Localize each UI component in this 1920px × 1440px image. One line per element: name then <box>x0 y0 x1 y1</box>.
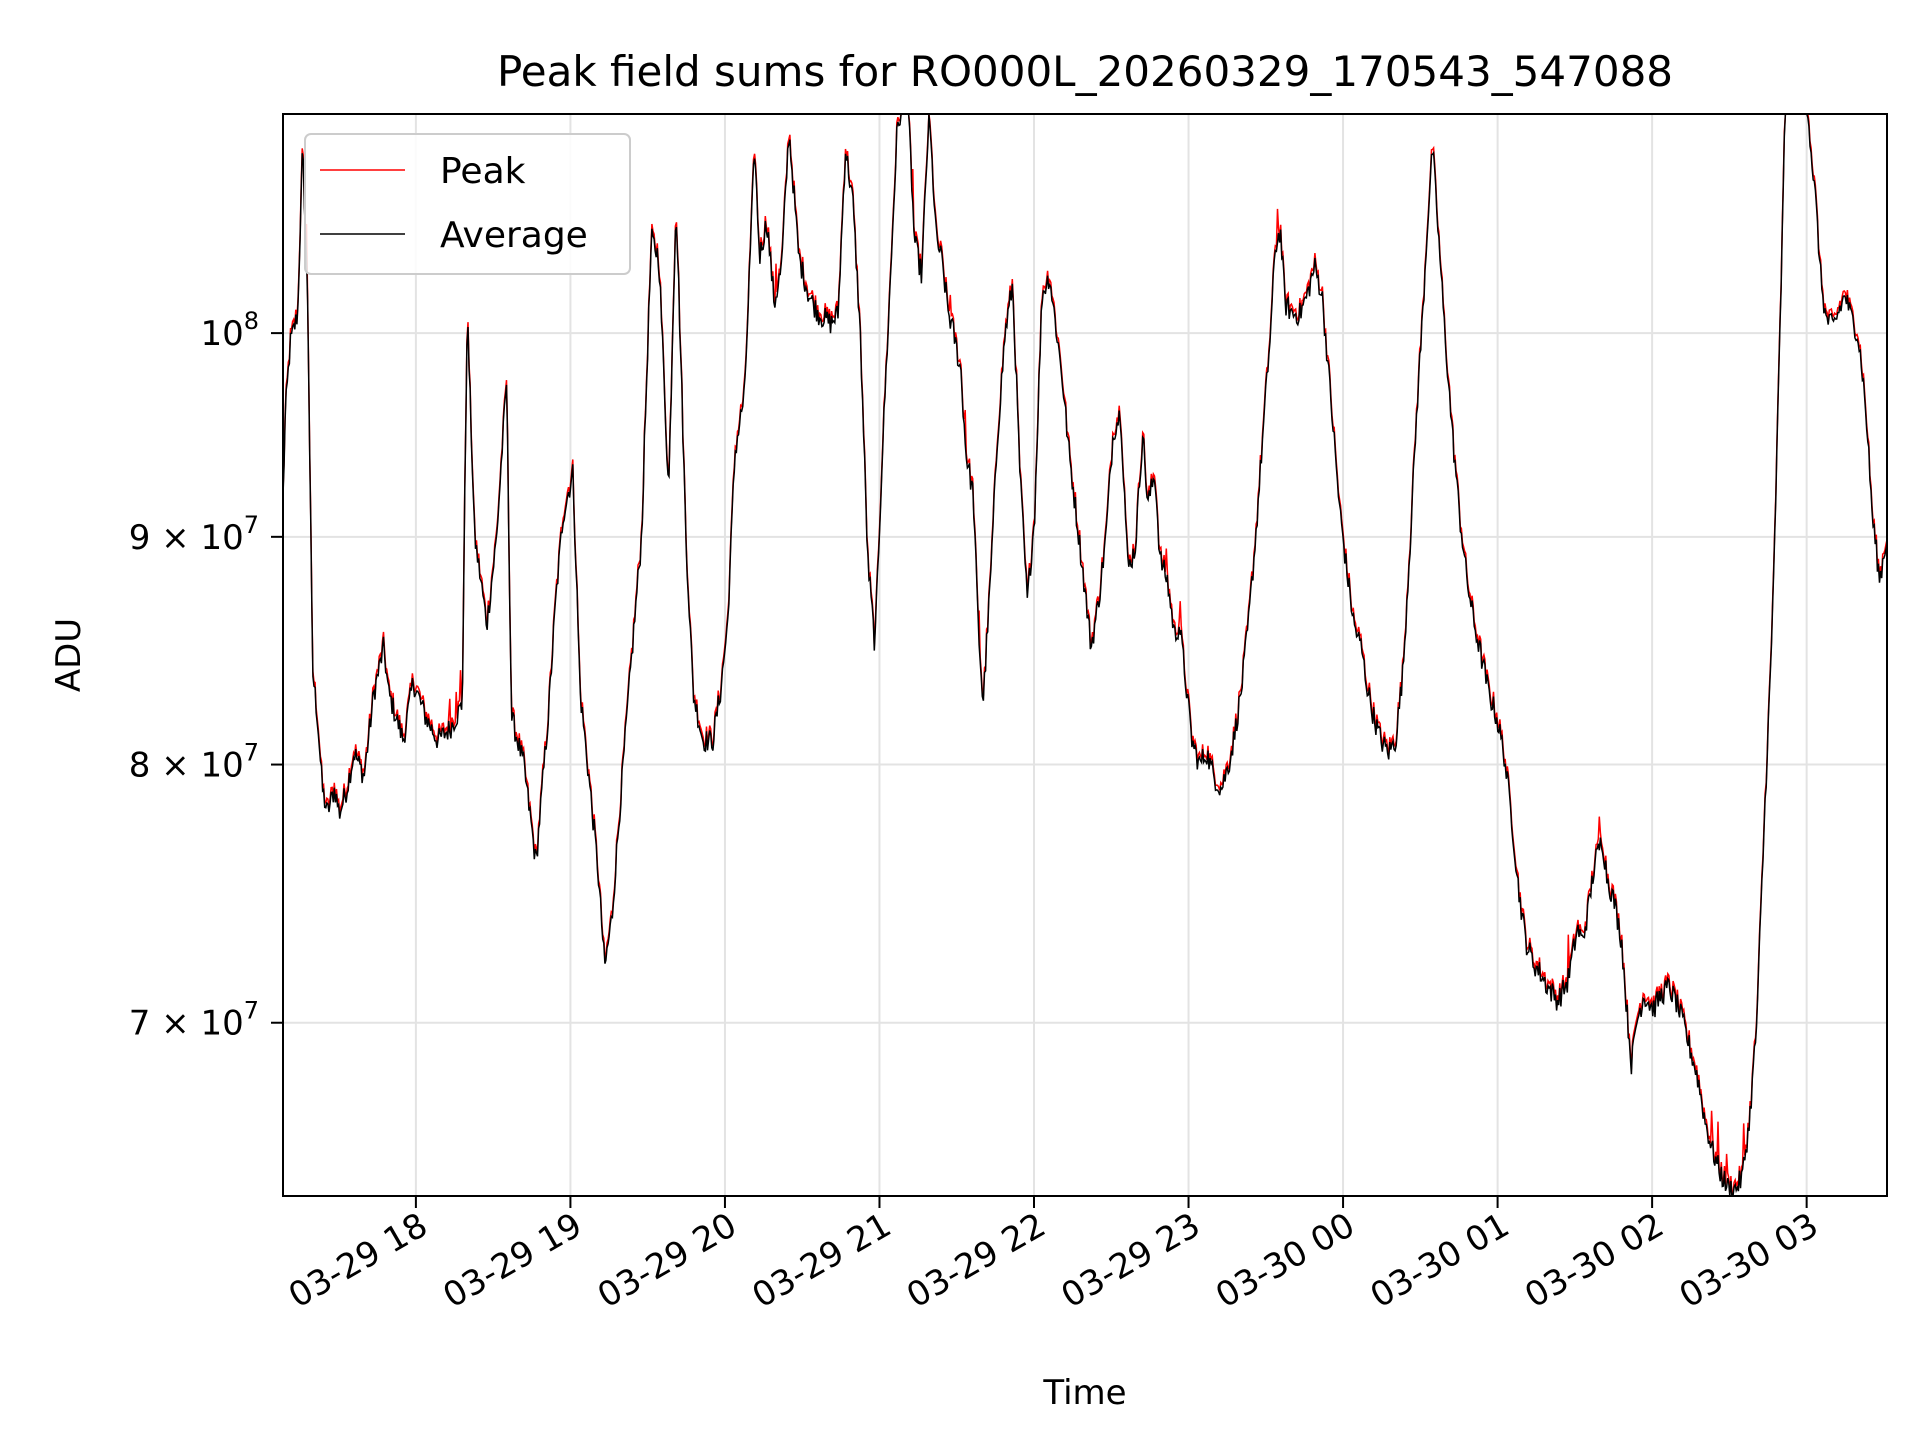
y-tick-label: 8 × 107 <box>129 739 259 786</box>
y-axis-ticks: 7 × 107 8 × 107 9 × 107 108 <box>129 307 283 1044</box>
y-axis-label: ADU <box>49 618 89 692</box>
x-axis-label: Time <box>1042 1373 1126 1413</box>
plot-frame <box>282 113 1888 1197</box>
y-tick-label: 9 × 107 <box>129 511 259 558</box>
y-tick-label: 7 × 107 <box>129 997 259 1044</box>
series-line-average <box>282 113 1888 1197</box>
legend-box <box>304 133 631 275</box>
series-lines <box>282 113 1888 1197</box>
y-tick-label: 108 <box>200 307 259 354</box>
legend: Peak Average <box>304 133 631 275</box>
legend-peak-label: Peak <box>440 151 526 192</box>
legend-average-label: Average <box>440 215 588 256</box>
chart-title: Peak field sums for RO000L_20260329_1705… <box>497 47 1673 96</box>
